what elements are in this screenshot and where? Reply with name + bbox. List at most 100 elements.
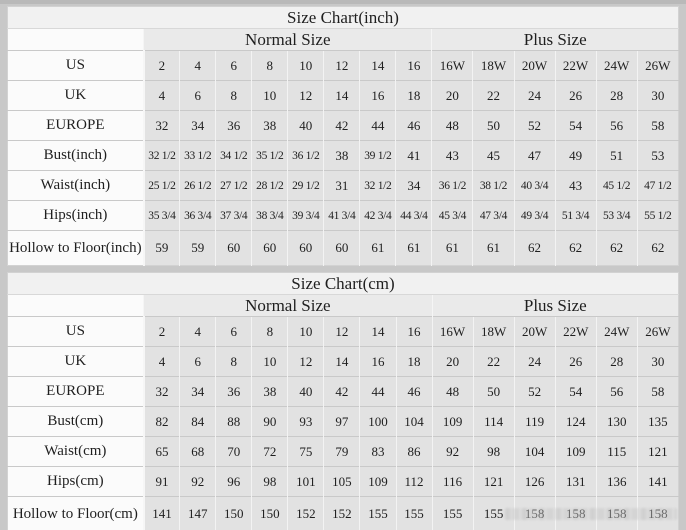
table-cell: 83 [359,436,396,467]
table-row: US 2 4 6 8 10 12 14 16 16W 18W 20W 22W 24W 26W [7,50,679,81]
table-row: Hollow to Floor(inch) 59 59 60 60 60 60 61 61 61 6… [7,230,679,266]
table-row: EUROPE 32 34 36 38 40 42 44 46 48 50 52 54 56 58 [7,376,679,407]
table-cell: 56 [595,376,638,407]
table-cell: 155 [472,496,515,530]
table-cell: 121 [636,436,679,467]
table-cell: 16 [395,50,432,81]
table-cell: 30 [636,346,679,377]
table-cell: 34 [395,170,432,201]
table-cell: 62 [595,230,638,266]
row-label: Hips(inch) [7,200,144,231]
table-cell: 38 [251,110,288,141]
table-cell: 39 1/2 [359,140,396,171]
table-cell: 45 3/4 [431,200,473,231]
table-cell: 12 [287,80,324,111]
table-cell: 152 [323,496,360,530]
table-row: Bust(cm) 82 84 88 90 93 97 100 104 109 114 119 124 13… [7,406,679,437]
table-cell: 44 [359,376,396,407]
table-cell: 14 [323,346,360,377]
table-cell: 92 [179,466,216,497]
table-row: Waist(inch) 25 1/2 26 1/2 27 1/2 28 1/2 29 1/… [7,170,679,201]
table-cell: 36 1/2 [287,140,324,171]
table-row: US 2 4 6 8 10 12 14 16 16W 18W 20W 22W 24W 26W [7,316,679,347]
table-cell: 24 [513,346,556,377]
table-cell: 10 [251,346,288,377]
row-label: EUROPE [7,376,144,407]
table-cell: 22W [554,50,597,81]
table-cell: 22 [472,346,515,377]
table-cell: 38 1/2 [472,170,514,201]
table-cell: 58 [636,110,679,141]
table-cell: 29 1/2 [287,170,324,201]
table-cell: 70 [215,436,252,467]
table-cell: 150 [215,496,252,530]
table-cell: 12 [287,346,324,377]
table-cell: 147 [179,496,216,530]
table-cell: 16W [431,316,474,347]
table-title: Size Chart(inch) [7,6,679,29]
table-cell: 40 [287,376,324,407]
table-cell: 10 [287,316,324,347]
table-cell: 4 [179,50,216,81]
table-cell: 124 [554,406,597,437]
table-cell: 97 [323,406,360,437]
row-label: Waist(cm) [7,436,144,467]
table-cell: 36 [215,110,252,141]
table-row: Bust(inch) 32 1/2 33 1/2 34 1/2 35 1/2 36 1/2… [7,140,679,171]
table-cell: 141 [142,496,180,530]
table-cell: 114 [472,406,515,437]
table-cell: 61 [395,230,432,266]
row-label: UK [7,80,144,111]
table-cell: 60 [215,230,252,266]
table-cell: 51 3/4 [554,200,597,231]
table-cell: 126 [513,466,556,497]
table-cell: 44 [359,110,396,141]
table-cell: 6 [179,346,216,377]
table-cell: 101 [287,466,324,497]
row-label: UK [7,346,144,377]
table-cell: 27 1/2 [215,170,252,201]
table-cell: 155 [431,496,474,530]
table-cell: 68 [179,436,216,467]
table-cell: 47 3/4 [472,200,514,231]
table-cell: 38 [251,376,288,407]
table-cell: 14 [323,80,360,111]
table-cell: 24W [595,50,638,81]
table-cell: 150 [251,496,288,530]
table-cell: 4 [179,316,216,347]
table-cell: 8 [251,316,288,347]
table-cell: 38 [323,140,360,171]
row-label: Waist(inch) [7,170,144,201]
table-cell: 42 [323,110,360,141]
table-cell: 90 [251,406,288,437]
table-cell: 32 1/2 [359,170,396,201]
table-cell: 53 3/4 [595,200,638,231]
table-cell: 56 [595,110,638,141]
table-cell: 45 [472,140,514,171]
table-cell: 109 [359,466,396,497]
table-cell: 4 [142,346,180,377]
table-cell: 18W [472,316,515,347]
table-cell: 34 [179,376,216,407]
table-cell: 48 [431,110,473,141]
table-cell: 35 3/4 [142,200,180,231]
table-cell: 22W [554,316,597,347]
table-cell: 47 [513,140,556,171]
table-cell: 59 [142,230,180,266]
table-cell: 26 1/2 [179,170,216,201]
table-cell: 16W [431,50,473,81]
table-cell: 4 [142,80,180,111]
table-cell: 2 [142,50,180,81]
table-cell: 55 1/2 [636,200,679,231]
table-cell: 72 [251,436,288,467]
table-cell: 155 [395,496,433,530]
table-cell: 39 3/4 [287,200,324,231]
table-cell: 93 [287,406,324,437]
corner-cell [7,294,144,317]
table-cell: 37 3/4 [215,200,252,231]
table-cell: 84 [179,406,216,437]
table-cell: 20W [513,50,556,81]
table-cell: 12 [323,316,360,347]
table-cell: 61 [431,230,473,266]
